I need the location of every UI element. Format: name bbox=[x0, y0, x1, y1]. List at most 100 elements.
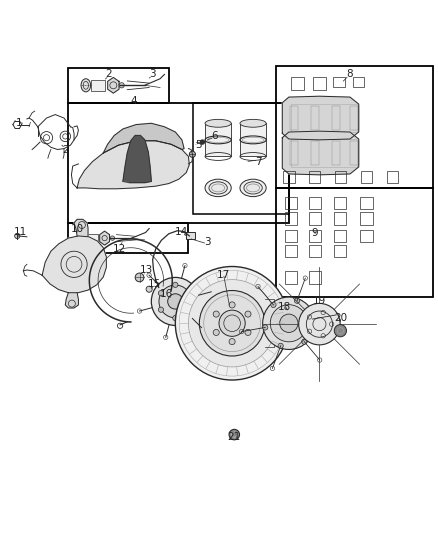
Ellipse shape bbox=[199, 290, 265, 356]
Ellipse shape bbox=[168, 294, 183, 309]
Ellipse shape bbox=[159, 285, 192, 318]
Polygon shape bbox=[283, 96, 359, 140]
Bar bbox=[186, 232, 195, 239]
Ellipse shape bbox=[244, 182, 262, 194]
Text: 3: 3 bbox=[204, 237, 211, 247]
Polygon shape bbox=[265, 299, 274, 348]
Text: 6: 6 bbox=[211, 131, 218, 141]
Circle shape bbox=[229, 338, 235, 345]
Polygon shape bbox=[74, 220, 88, 236]
Bar bbox=[313, 77, 326, 90]
Text: 13: 13 bbox=[139, 265, 153, 275]
Text: 12: 12 bbox=[113, 244, 126, 254]
Bar bbox=[285, 245, 297, 257]
Bar bbox=[309, 197, 321, 209]
Text: 5: 5 bbox=[195, 140, 202, 150]
Bar bbox=[361, 171, 372, 183]
Bar bbox=[332, 141, 340, 165]
Text: 16: 16 bbox=[160, 289, 173, 300]
Ellipse shape bbox=[240, 179, 266, 197]
Bar bbox=[291, 139, 357, 167]
Bar bbox=[290, 141, 298, 165]
Bar bbox=[276, 188, 433, 297]
Bar bbox=[309, 271, 321, 284]
Bar bbox=[360, 212, 373, 224]
Bar bbox=[309, 245, 321, 257]
Bar bbox=[334, 212, 346, 224]
Bar bbox=[311, 106, 319, 130]
Ellipse shape bbox=[270, 305, 307, 342]
Ellipse shape bbox=[219, 310, 245, 336]
Circle shape bbox=[187, 290, 192, 296]
Circle shape bbox=[334, 325, 346, 337]
Ellipse shape bbox=[209, 182, 227, 194]
Text: 14: 14 bbox=[175, 227, 188, 237]
Ellipse shape bbox=[299, 303, 340, 345]
Bar bbox=[309, 230, 321, 242]
Bar bbox=[283, 171, 294, 183]
Bar bbox=[85, 234, 98, 243]
Bar bbox=[309, 212, 321, 224]
Ellipse shape bbox=[175, 266, 289, 380]
Circle shape bbox=[310, 317, 315, 322]
Text: 9: 9 bbox=[312, 228, 318, 238]
Bar bbox=[308, 171, 320, 183]
Bar bbox=[387, 171, 399, 183]
Bar bbox=[285, 197, 297, 209]
Bar bbox=[360, 230, 373, 242]
Text: 2: 2 bbox=[62, 146, 69, 155]
Bar bbox=[350, 106, 359, 130]
Bar bbox=[291, 77, 304, 90]
Circle shape bbox=[135, 273, 144, 282]
Bar bbox=[334, 230, 346, 242]
Text: 19: 19 bbox=[313, 296, 326, 306]
Text: 1: 1 bbox=[16, 118, 22, 128]
Bar bbox=[240, 123, 266, 157]
Circle shape bbox=[213, 329, 219, 335]
Polygon shape bbox=[103, 123, 184, 153]
Bar bbox=[276, 66, 433, 188]
Ellipse shape bbox=[188, 280, 276, 367]
Polygon shape bbox=[283, 131, 359, 175]
Text: 3: 3 bbox=[149, 69, 156, 79]
Circle shape bbox=[119, 83, 124, 88]
Ellipse shape bbox=[263, 297, 315, 350]
Text: 4: 4 bbox=[131, 95, 137, 106]
Text: 7: 7 bbox=[255, 157, 261, 167]
Bar bbox=[285, 271, 297, 284]
Bar bbox=[350, 141, 359, 165]
Ellipse shape bbox=[280, 314, 298, 333]
Bar bbox=[311, 141, 319, 165]
Circle shape bbox=[229, 430, 240, 440]
Polygon shape bbox=[108, 77, 119, 93]
Bar bbox=[285, 230, 297, 242]
Circle shape bbox=[213, 311, 219, 317]
Text: 20: 20 bbox=[334, 313, 347, 323]
Circle shape bbox=[187, 307, 192, 312]
Text: 15: 15 bbox=[148, 279, 161, 288]
Bar bbox=[334, 197, 346, 209]
Ellipse shape bbox=[81, 79, 91, 92]
Bar bbox=[68, 103, 289, 223]
Circle shape bbox=[302, 339, 307, 344]
Bar bbox=[285, 212, 297, 224]
Bar bbox=[332, 106, 340, 130]
Circle shape bbox=[159, 290, 163, 296]
Bar bbox=[193, 103, 289, 214]
Bar bbox=[205, 123, 231, 157]
Circle shape bbox=[200, 140, 205, 144]
Circle shape bbox=[278, 343, 283, 349]
Text: 21: 21 bbox=[227, 432, 240, 442]
Text: 8: 8 bbox=[346, 69, 353, 78]
Text: 2: 2 bbox=[106, 69, 112, 79]
Bar bbox=[68, 68, 169, 103]
Bar bbox=[360, 197, 373, 209]
Circle shape bbox=[263, 325, 268, 330]
Polygon shape bbox=[123, 135, 151, 183]
Ellipse shape bbox=[205, 179, 231, 197]
Ellipse shape bbox=[240, 119, 266, 127]
Bar bbox=[335, 171, 346, 183]
Bar bbox=[353, 77, 364, 87]
Circle shape bbox=[155, 285, 162, 292]
Ellipse shape bbox=[205, 119, 231, 127]
